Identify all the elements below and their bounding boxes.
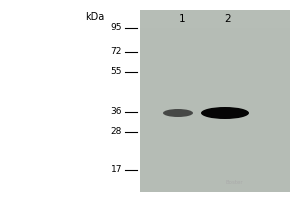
- Text: Boster: Boster: [225, 180, 243, 186]
- Text: 55: 55: [110, 68, 122, 76]
- Bar: [140, 10, 290, 28]
- Text: 36: 36: [110, 108, 122, 116]
- Bar: [140, 119, 290, 137]
- Bar: [140, 28, 290, 46]
- Bar: [140, 156, 290, 174]
- Ellipse shape: [201, 107, 249, 119]
- Bar: [140, 137, 290, 156]
- Text: 95: 95: [110, 23, 122, 32]
- Text: kDa: kDa: [85, 12, 105, 22]
- Ellipse shape: [163, 109, 193, 117]
- Bar: [140, 174, 290, 192]
- Text: 2: 2: [225, 14, 231, 24]
- Text: 72: 72: [111, 47, 122, 56]
- Text: 1: 1: [179, 14, 185, 24]
- Text: 28: 28: [111, 128, 122, 136]
- Bar: [140, 65, 290, 83]
- Bar: [140, 101, 290, 119]
- Bar: [140, 83, 290, 101]
- Bar: [140, 46, 290, 65]
- Text: 17: 17: [110, 166, 122, 174]
- Bar: [140, 10, 290, 192]
